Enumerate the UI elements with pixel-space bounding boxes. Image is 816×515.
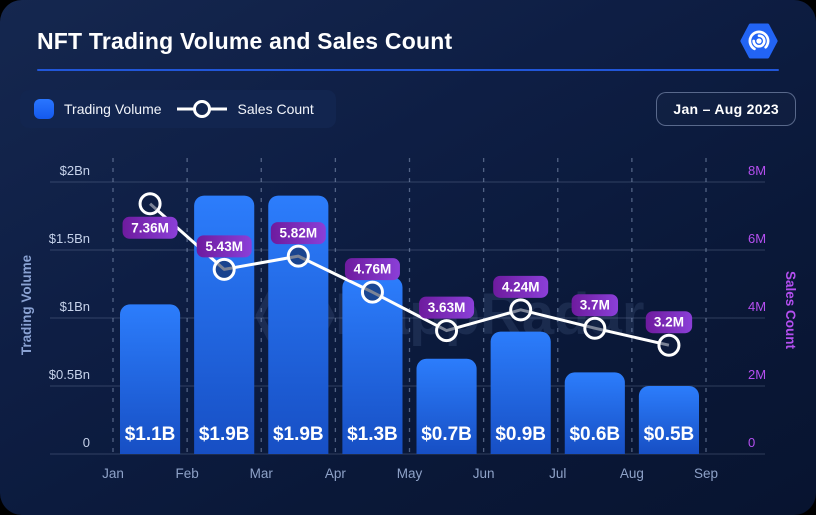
left-axis-tick: $1Bn: [60, 299, 90, 314]
bar-series: $1.1B $1.9B $1.9B $1.3B $0.7B $0.9B $0.6B $0.5B: [120, 195, 699, 454]
right-axis-tick: 6M: [748, 231, 766, 246]
line-marker-apr[interactable]: [360, 280, 384, 304]
sales-badge-label: 3.7M: [580, 298, 610, 313]
sales-badge: [645, 311, 693, 334]
x-axis-tick-apr: Apr: [325, 466, 347, 481]
dappradar-logo-icon: [740, 23, 778, 59]
x-axis-tick-aug: Aug: [620, 466, 644, 481]
sales-badge-label: 5.43M: [205, 239, 243, 254]
x-axis-tick-feb: Feb: [175, 466, 198, 481]
sales-badge-label: 7.36M: [131, 220, 169, 235]
right-axis-tick: 2M: [748, 367, 766, 382]
bar-apr[interactable]: [342, 277, 403, 454]
header-divider: [37, 69, 779, 71]
x-axis-tick-jun: Jun: [473, 466, 495, 481]
sales-badge: [344, 258, 400, 281]
x-axis-tick-jul: Jul: [549, 466, 566, 481]
sales-badge-label: 5.82M: [280, 226, 318, 241]
sales-count-line: [149, 202, 670, 347]
line-marker-mar[interactable]: [286, 244, 310, 268]
sales-badge-label: 3.63M: [428, 300, 466, 315]
bar-value-label: $1.9B: [273, 424, 324, 445]
right-axis-tick: 4M: [748, 299, 766, 314]
bar-value-label: $1.1B: [125, 424, 176, 445]
bar-may[interactable]: [416, 358, 477, 454]
legend-item-sales-count[interactable]: Sales Count: [176, 100, 314, 118]
bar-jan[interactable]: [120, 304, 181, 454]
sales-badge: [493, 275, 549, 298]
page-title: NFT Trading Volume and Sales Count: [37, 27, 453, 54]
line-marker-jun[interactable]: [509, 298, 533, 322]
right-axis-tick: 8M: [748, 163, 766, 178]
sales-badge-label: 3.2M: [654, 315, 684, 330]
value-badges: 7.36M 5.43M 5.82M 4.76M 3.63M 4.24M 3.7M 3.2M: [122, 216, 693, 334]
sales-badge: [419, 296, 475, 319]
left-axis-tick: $1.5Bn: [49, 231, 90, 246]
header: NFT Trading Volume and Sales Count: [37, 22, 779, 60]
sales-badge-label: 4.76M: [354, 262, 392, 277]
bar-value-label: $0.5B: [644, 424, 695, 445]
left-axis-tick: 0: [83, 435, 90, 450]
right-axis-tick: 0: [748, 435, 755, 450]
bar-value-label: $0.6B: [569, 424, 620, 445]
bar-aug[interactable]: [638, 386, 699, 454]
legend-label-sales-count: Sales Count: [237, 101, 314, 117]
period-badge[interactable]: Jan – Aug 2023: [656, 92, 796, 126]
sales-badge: [196, 235, 252, 258]
x-axis-tick-may: May: [397, 466, 423, 481]
line-marker-jan[interactable]: [138, 192, 162, 216]
bar-value-label: $0.9B: [495, 424, 546, 445]
sales-badge: [122, 216, 178, 239]
legend-item-trading-volume[interactable]: Trading Volume: [34, 99, 162, 119]
bar-jun[interactable]: [490, 331, 551, 454]
left-axis-title: Trading Volume: [19, 254, 34, 355]
line-marker-aug[interactable]: [657, 333, 681, 357]
axis-labels: $2Bn $1.5Bn $1Bn $0.5Bn 0 8M 6M 4M 2M 0 Jan Feb Mar A…: [19, 163, 798, 481]
line-marker-jul[interactable]: [583, 316, 607, 340]
x-axis-tick-sep: Sep: [694, 466, 718, 481]
left-axis-tick: $2Bn: [60, 163, 90, 178]
bar-value-label: $1.9B: [199, 424, 250, 445]
sales-badge-label: 4.24M: [502, 279, 540, 294]
legend: Trading Volume Sales Count: [20, 90, 336, 128]
line-marker-may[interactable]: [435, 319, 459, 343]
legend-label-trading-volume: Trading Volume: [64, 101, 162, 117]
line-marker-feb[interactable]: [212, 257, 236, 281]
x-axis-tick-jan: Jan: [102, 466, 124, 481]
legend-row: Trading Volume Sales Count Jan – Aug 202…: [20, 90, 796, 128]
trading-volume-swatch-icon: [34, 99, 54, 119]
left-axis-tick: $0.5Bn: [49, 367, 90, 382]
right-axis-title: Sales Count: [783, 271, 798, 350]
line-series: [138, 192, 681, 357]
sales-count-line-icon: [176, 100, 227, 118]
bar-jul[interactable]: [564, 372, 625, 454]
bar-feb[interactable]: [194, 195, 255, 454]
bar-value-label: $1.3B: [347, 424, 398, 445]
sales-badge: [270, 222, 326, 245]
bar-value-label: $0.7B: [421, 424, 472, 445]
sales-badge: [571, 294, 619, 317]
x-axis-tick-mar: Mar: [250, 466, 274, 481]
